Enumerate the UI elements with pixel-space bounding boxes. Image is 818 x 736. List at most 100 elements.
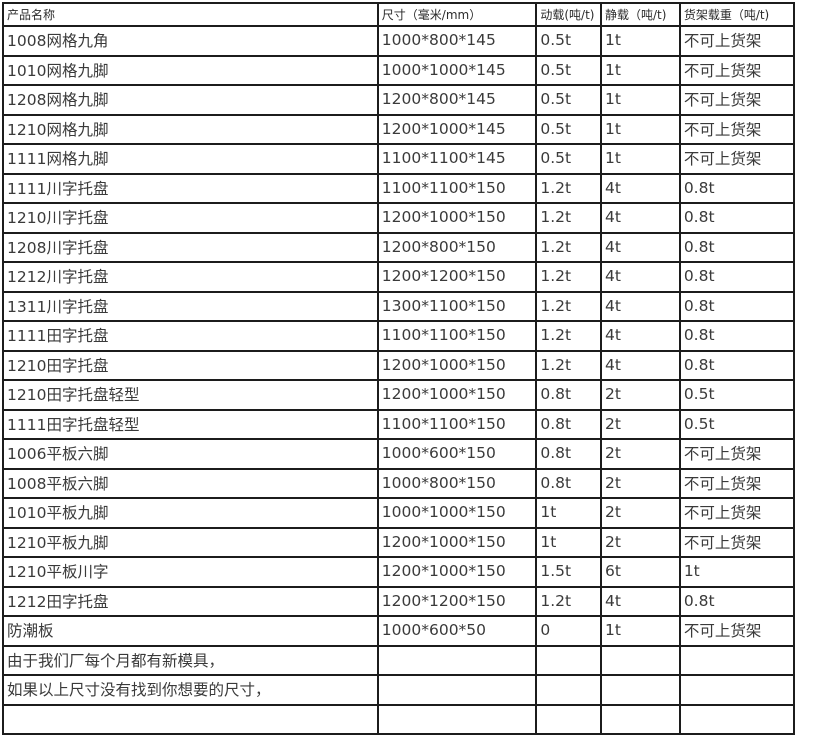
cell-static-load	[600, 644, 681, 676]
cell-dynamic-load: 1.2t	[535, 231, 603, 263]
cell-static-load: 1t	[600, 54, 681, 86]
table-row: 1111川字托盘 1100*1100*150 1.2t 4t 0.8t	[2, 172, 796, 204]
table-row: 1008平板六脚 1000*800*150 0.8t 2t 不可上货架	[2, 467, 796, 499]
cell-size-mm	[376, 703, 538, 735]
table-row: 1010平板九脚 1000*1000*150 1t 2t 不可上货架	[2, 497, 796, 529]
table-row: 1212田字托盘 1200*1200*150 1.2t 4t 0.8t	[2, 585, 796, 617]
cell-rack-load: 不可上货架	[678, 84, 796, 116]
column-header-size-mm: 尺寸（毫米/mm）	[376, 2, 538, 27]
column-header-dynamic-load: 动载(吨/t)	[535, 2, 603, 27]
cell-product-name: 1210平板川字	[2, 556, 379, 588]
cell-size-mm: 1200*1200*150	[376, 261, 538, 293]
cell-rack-load: 1t	[678, 556, 796, 588]
table-row: 1008网格九角 1000*800*145 0.5t 1t 不可上货架	[2, 25, 796, 57]
cell-static-load: 4t	[600, 202, 681, 234]
table-header: 产品名称 尺寸（毫米/mm） 动载(吨/t) 静载（吨/t) 货架载重（吨/t)	[2, 2, 796, 27]
product-spec-table: 产品名称 尺寸（毫米/mm） 动载(吨/t) 静载（吨/t) 货架载重（吨/t) 100…	[2, 2, 796, 735]
cell-dynamic-load: 1.2t	[535, 202, 603, 234]
cell-dynamic-load: 1.2t	[535, 320, 603, 352]
cell-rack-load: 0.8t	[678, 231, 796, 263]
cell-product-name: 1208川字托盘	[2, 231, 379, 263]
cell-rack-load	[678, 674, 796, 706]
cell-product-name: 1111网格九脚	[2, 143, 379, 175]
cell-static-load: 4t	[600, 261, 681, 293]
cell-dynamic-load: 1.2t	[535, 172, 603, 204]
table-row: 1210平板九脚 1200*1000*150 1t 2t 不可上货架	[2, 526, 796, 558]
cell-rack-load: 0.5t	[678, 408, 796, 440]
table-body: 1008网格九角 1000*800*145 0.5t 1t 不可上货架 1010网格九脚 1…	[2, 25, 796, 735]
cell-size-mm	[376, 644, 538, 676]
cell-size-mm: 1200*1000*150	[376, 526, 538, 558]
cell-product-name: 1210田字托盘	[2, 349, 379, 381]
cell-product-name: 1212川字托盘	[2, 261, 379, 293]
cell-rack-load: 不可上货架	[678, 615, 796, 647]
cell-product-name: 1212田字托盘	[2, 585, 379, 617]
cell-static-load: 2t	[600, 438, 681, 470]
table-row: 1111网格九脚 1100*1100*145 0.5t 1t 不可上货架	[2, 143, 796, 175]
cell-size-mm: 1000*800*145	[376, 25, 538, 57]
cell-dynamic-load: 0.8t	[535, 379, 603, 411]
cell-product-name	[2, 703, 379, 735]
cell-static-load: 4t	[600, 320, 681, 352]
table-row: 1311川字托盘 1300*1100*150 1.2t 4t 0.8t	[2, 290, 796, 322]
cell-product-name: 1006平板六脚	[2, 438, 379, 470]
cell-product-name: 1010网格九脚	[2, 54, 379, 86]
cell-rack-load: 0.8t	[678, 172, 796, 204]
cell-product-name: 1210川字托盘	[2, 202, 379, 234]
cell-dynamic-load: 1t	[535, 526, 603, 558]
cell-size-mm: 1200*1000*150	[376, 349, 538, 381]
cell-dynamic-load: 0.5t	[535, 25, 603, 57]
cell-rack-load: 0.5t	[678, 379, 796, 411]
cell-static-load: 2t	[600, 526, 681, 558]
table-row: 1210川字托盘 1200*1000*150 1.2t 4t 0.8t	[2, 202, 796, 234]
cell-size-mm	[376, 674, 538, 706]
cell-static-load: 1t	[600, 113, 681, 145]
cell-rack-load: 不可上货架	[678, 438, 796, 470]
cell-dynamic-load	[535, 674, 603, 706]
column-header-static-load: 静载（吨/t)	[600, 2, 681, 27]
table-row: 如果以上尺寸没有找到你想要的尺寸，	[2, 674, 796, 706]
cell-size-mm: 1000*600*150	[376, 438, 538, 470]
cell-size-mm: 1100*1100*145	[376, 143, 538, 175]
cell-size-mm: 1100*1100*150	[376, 172, 538, 204]
column-header-product-name: 产品名称	[2, 2, 379, 27]
cell-dynamic-load: 1.2t	[535, 261, 603, 293]
cell-dynamic-load: 1.2t	[535, 349, 603, 381]
cell-rack-load	[678, 644, 796, 676]
cell-size-mm: 1200*1000*150	[376, 202, 538, 234]
cell-static-load: 2t	[600, 379, 681, 411]
table-row: 由于我们厂每个月都有新模具，	[2, 644, 796, 676]
cell-rack-load: 0.8t	[678, 261, 796, 293]
cell-dynamic-load: 0.5t	[535, 54, 603, 86]
cell-product-name: 由于我们厂每个月都有新模具，	[2, 644, 379, 676]
cell-product-name: 1210网格九脚	[2, 113, 379, 145]
cell-dynamic-load: 1.2t	[535, 585, 603, 617]
cell-static-load	[600, 703, 681, 735]
cell-static-load: 4t	[600, 585, 681, 617]
cell-static-load: 1t	[600, 615, 681, 647]
table-row: 1111田字托盘 1100*1100*150 1.2t 4t 0.8t	[2, 320, 796, 352]
cell-rack-load: 不可上货架	[678, 25, 796, 57]
cell-rack-load: 不可上货架	[678, 113, 796, 145]
cell-rack-load: 不可上货架	[678, 467, 796, 499]
cell-size-mm: 1200*800*145	[376, 84, 538, 116]
cell-rack-load: 不可上货架	[678, 54, 796, 86]
table-row: 1212川字托盘 1200*1200*150 1.2t 4t 0.8t	[2, 261, 796, 293]
table-row: 1210田字托盘 1200*1000*150 1.2t 4t 0.8t	[2, 349, 796, 381]
cell-dynamic-load: 0.8t	[535, 438, 603, 470]
table-row: 1210网格九脚 1200*1000*145 0.5t 1t 不可上货架	[2, 113, 796, 145]
cell-product-name: 1111川字托盘	[2, 172, 379, 204]
cell-static-load: 6t	[600, 556, 681, 588]
cell-rack-load: 0.8t	[678, 290, 796, 322]
cell-size-mm: 1200*1000*150	[376, 556, 538, 588]
cell-static-load: 1t	[600, 25, 681, 57]
cell-product-name: 1111田字托盘轻型	[2, 408, 379, 440]
cell-static-load: 1t	[600, 84, 681, 116]
cell-size-mm: 1200*1000*150	[376, 379, 538, 411]
table-row: 1210平板川字 1200*1000*150 1.5t 6t 1t	[2, 556, 796, 588]
cell-product-name: 1210田字托盘轻型	[2, 379, 379, 411]
cell-static-load: 2t	[600, 497, 681, 529]
table-row: 1010网格九脚 1000*1000*145 0.5t 1t 不可上货架	[2, 54, 796, 86]
cell-product-name: 1010平板九脚	[2, 497, 379, 529]
table-row: 1111田字托盘轻型 1100*1100*150 0.8t 2t 0.5t	[2, 408, 796, 440]
